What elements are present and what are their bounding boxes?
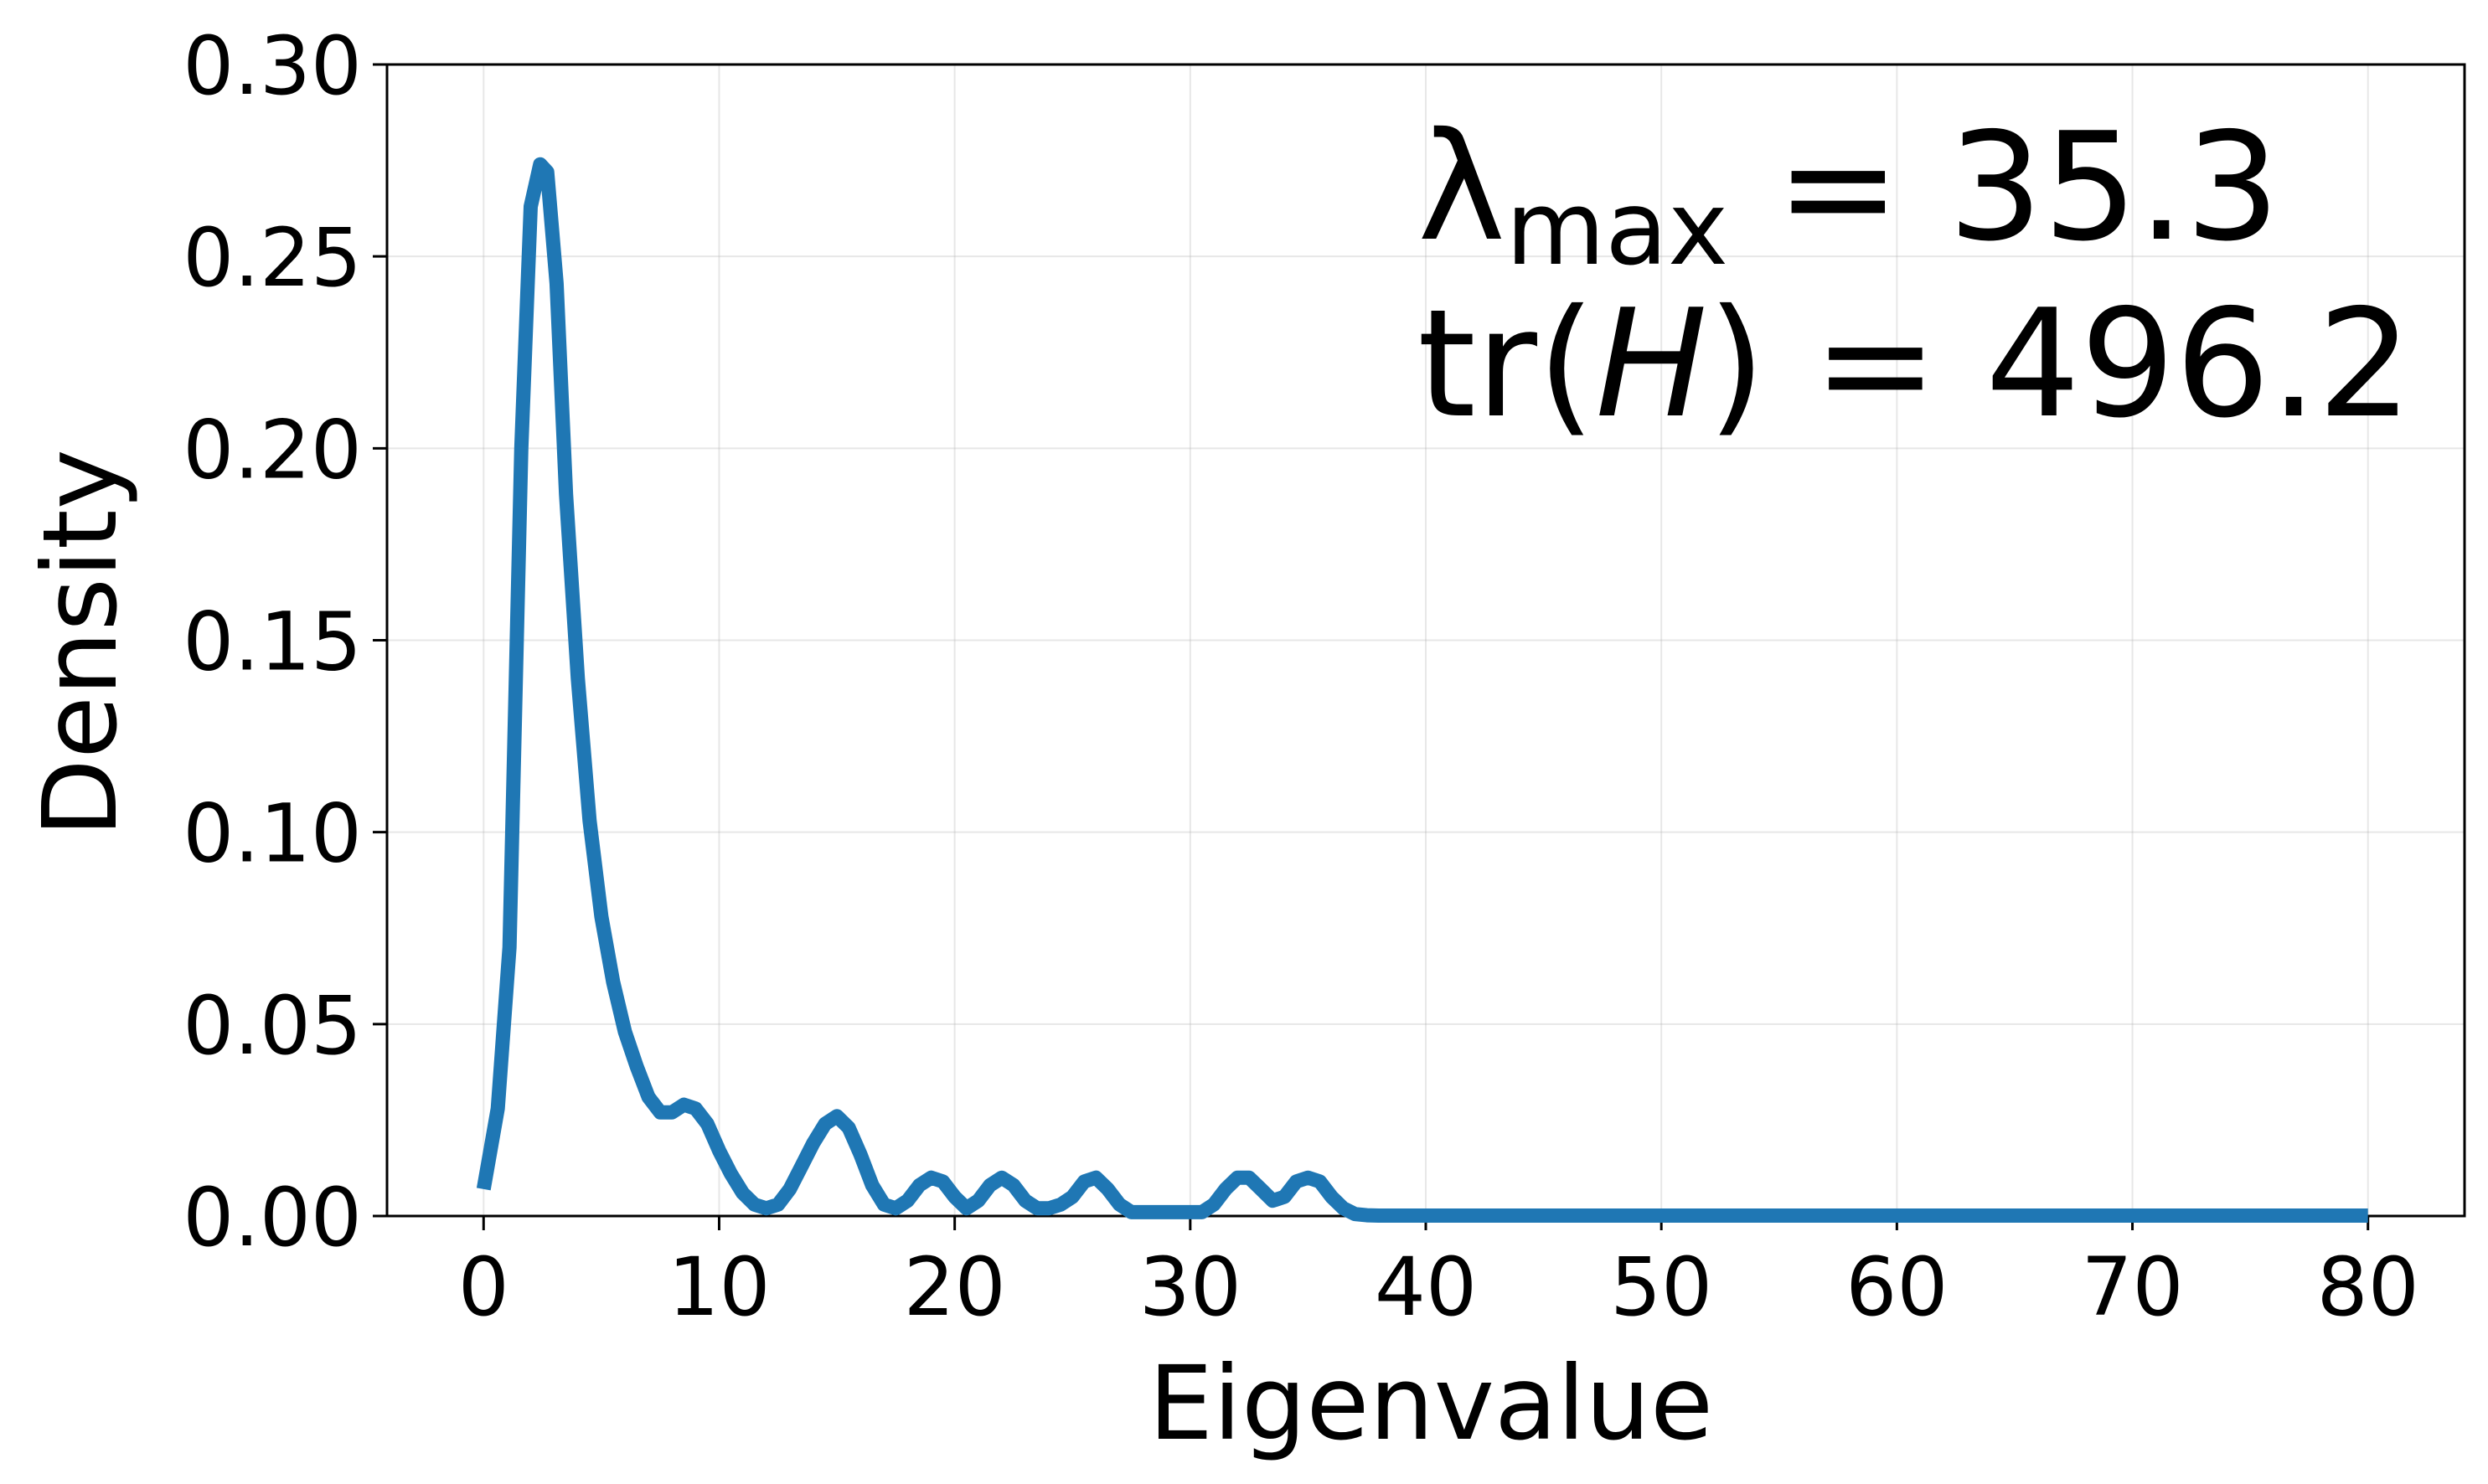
x-tick-label: 80 [2317, 1240, 2419, 1334]
y-tick-label: 0.05 [183, 979, 362, 1073]
y-axis-title: Density [21, 449, 140, 837]
lambda-symbol: λ [1417, 100, 1505, 274]
x-tick-label: 50 [1610, 1240, 1712, 1334]
x-axis-title: Eigenvalue [1149, 1344, 1713, 1463]
y-tick-label: 0.30 [183, 19, 362, 113]
x-tick-label: 70 [2081, 1240, 2183, 1334]
x-tick-label: 10 [668, 1240, 770, 1334]
x-tick-label: 40 [1375, 1240, 1477, 1334]
density-line [476, 157, 2368, 1223]
y-tick-label: 0.25 [183, 211, 362, 305]
x-tick-label: 0 [458, 1240, 509, 1334]
trace-value: ) = 496.2 [1707, 277, 2412, 451]
tick-labels: 0 10 20 30 40 50 60 70 80 0.00 0.05 0.10 0.15 0.20 0.2… [183, 19, 2419, 1334]
y-tick-label: 0.00 [183, 1171, 362, 1265]
lambda-value: = 35.3 [1728, 100, 2280, 274]
trace-variable: H [1595, 277, 1707, 451]
y-tick-label: 0.20 [183, 403, 362, 497]
x-tick-label: 60 [1845, 1240, 1948, 1334]
trace-prefix: tr( [1417, 277, 1595, 451]
x-tick-label: 20 [904, 1240, 1006, 1334]
lambda-max-annotation: λmax = 35.3 [1417, 100, 2280, 288]
y-tick-label: 0.10 [183, 787, 362, 881]
y-tick-label: 0.15 [183, 595, 362, 689]
trace-annotation: tr(H) = 496.2 [1417, 277, 2413, 451]
lambda-subscript: max [1505, 169, 1728, 288]
x-tick-label: 30 [1139, 1240, 1241, 1334]
